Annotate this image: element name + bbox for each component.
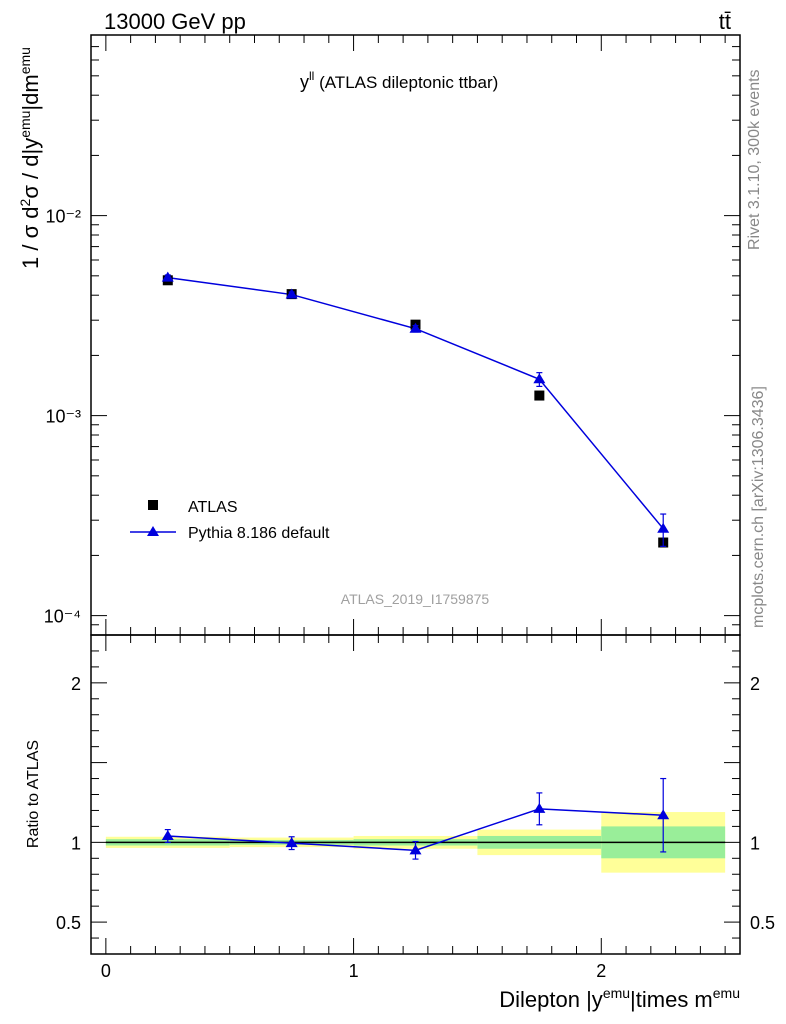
x-tick-label: 0	[101, 961, 111, 981]
mc-data-point	[657, 522, 670, 533]
x-axis-label-sup1: emu	[603, 985, 630, 1001]
rivet-version-label: Rivet 3.1.10, 300k events	[746, 69, 763, 250]
legend-atlas-marker	[148, 500, 158, 510]
ratio-data-point	[657, 809, 670, 820]
plot-title-rest: (ATLAS dileptonic ttbar)	[314, 73, 498, 92]
x-axis-label-sup2: emu	[713, 985, 740, 1001]
x-axis-label: Dilepton |yemu|times memu	[499, 985, 740, 1012]
analysis-watermark: ATLAS_2019_I1759875	[341, 591, 490, 607]
main-series-layer	[161, 271, 670, 548]
x-tick-label: 2	[596, 961, 606, 981]
ratio-data-point	[161, 829, 174, 840]
ratio-y-tick-label: 2	[71, 674, 81, 694]
main-y-tick-label: 10⁻⁴	[44, 607, 81, 627]
x-axis-label-main: Dilepton |y	[499, 987, 603, 1012]
process-label: tt̄	[719, 9, 731, 34]
energy-label: 13000 GeV pp	[104, 9, 246, 34]
mc-data-point	[533, 373, 546, 384]
x-axis-label-mid: |times m	[630, 987, 713, 1012]
source-label: mcplots.cern.ch [arXiv:1306.3436]	[750, 386, 767, 628]
main-y-tick-label: 10⁻²	[45, 207, 81, 227]
mc-data-point	[409, 322, 422, 333]
atlas-data-point	[534, 390, 545, 401]
ratio-y-tick-label: 1	[71, 833, 81, 853]
ratio-y-tick-label-right: 2	[750, 674, 760, 694]
ratio-data-point	[533, 802, 546, 813]
x-tick-label: 1	[349, 961, 359, 981]
ratio-y-tick-label: 0.5	[56, 913, 81, 933]
ratio-axis-ticks: 0.5 0.5 1 1 2 2 0 1 2	[56, 634, 775, 981]
ratio-y-tick-label-right: 0.5	[750, 913, 775, 933]
ratio-data-point	[409, 844, 422, 855]
mc-data-point	[285, 288, 298, 299]
main-y-axis-label: 1 / σ d2σ / d|yemu|dmemu	[17, 47, 43, 269]
ratio-series-layer	[161, 777, 670, 860]
plot-title-sup: ll	[309, 69, 314, 83]
main-y-tick-label: 10⁻³	[45, 407, 81, 427]
main-panel: 10⁻⁴ 10⁻³ 10⁻² yll (ATLAS dileptonic ttbar…	[17, 34, 741, 636]
main-axis-ticks: 10⁻⁴ 10⁻³ 10⁻²	[44, 34, 740, 636]
mc-series-line	[167, 276, 664, 530]
ratio-y-axis-label: Ratio to ATLAS	[25, 740, 42, 848]
ratio-y-tick-label-right: 1	[750, 833, 760, 853]
legend-mc-marker	[147, 526, 159, 536]
mc-data-point	[161, 271, 174, 282]
ratio-panel: 0.5 0.5 1 1 2 2 0 1 2 Ratio to ATLAS Dilepton |y…	[25, 634, 775, 1012]
plot-title-main: y	[300, 72, 309, 92]
plot-title: yll (ATLAS dileptonic ttbar)	[300, 69, 498, 92]
ratio-data-point	[285, 837, 298, 848]
legend-atlas-label: ATLAS	[188, 499, 238, 516]
legend: ATLAS Pythia 8.186 default	[130, 499, 330, 542]
main-plot-frame	[90, 34, 741, 636]
ratio-plot-frame	[90, 634, 741, 955]
legend-mc-label: Pythia 8.186 default	[188, 525, 330, 542]
